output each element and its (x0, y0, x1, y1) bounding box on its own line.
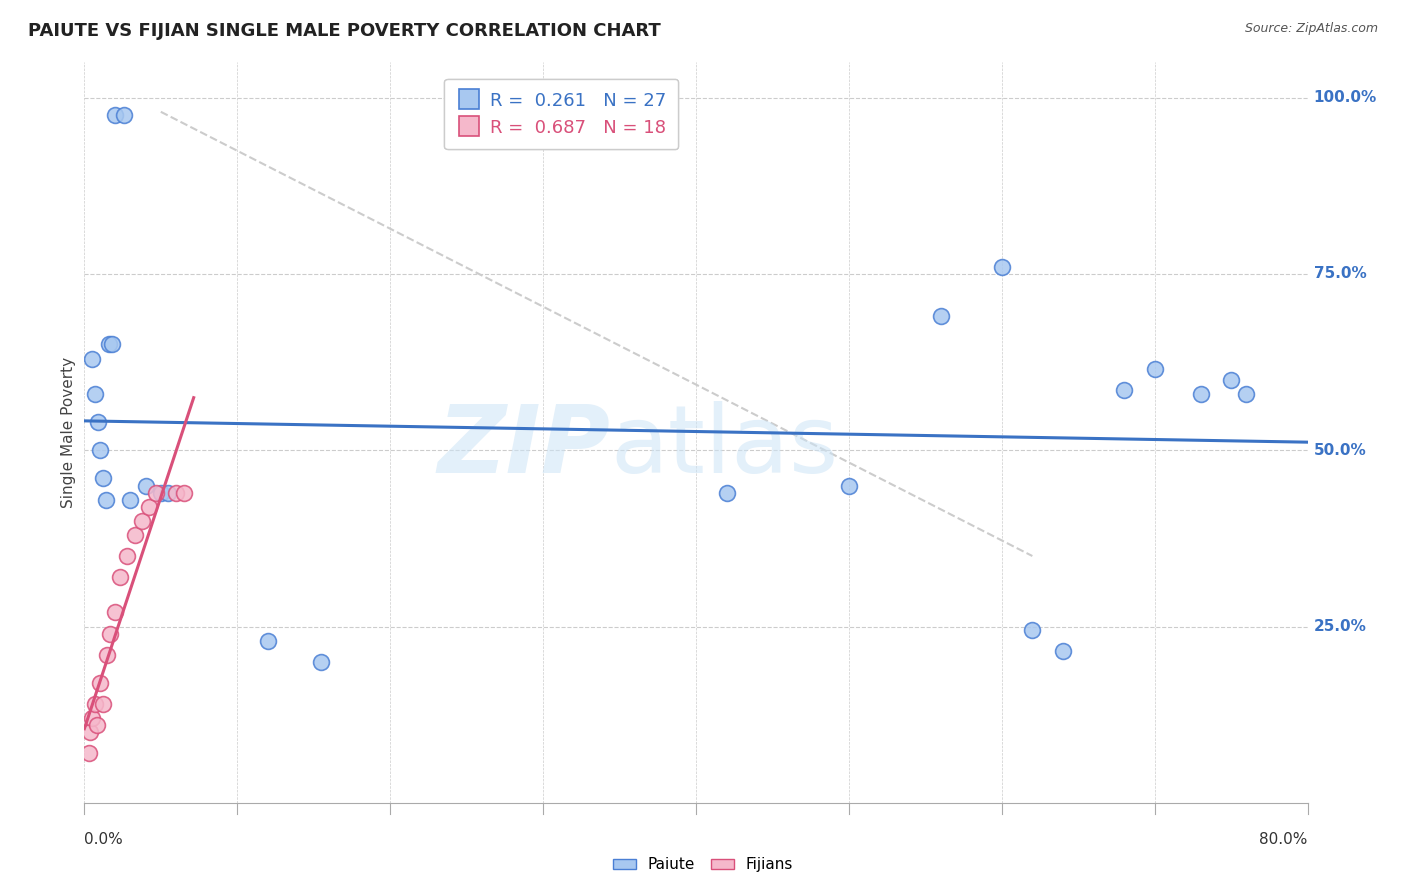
Point (79, 725, 101, 739)
Point (311, 655, 333, 669)
Point (1234, 387, 1257, 401)
Point (115, 549, 138, 563)
Text: 100.0%: 100.0% (1313, 90, 1376, 105)
Point (257, 633, 280, 648)
Text: Source: ZipAtlas.com: Source: ZipAtlas.com (1244, 22, 1378, 36)
Text: atlas: atlas (610, 401, 838, 493)
Point (104, 108, 127, 122)
Point (165, 485, 187, 500)
Point (716, 485, 738, 500)
Point (1220, 373, 1243, 387)
Point (929, 310, 952, 324)
Point (91, 471, 114, 485)
Point (80, 351, 103, 366)
Text: 0.0%: 0.0% (84, 832, 124, 847)
Point (89, 676, 111, 690)
Point (94, 492, 117, 507)
Text: 80.0%: 80.0% (1260, 832, 1308, 847)
Point (98, 626, 121, 640)
Point (173, 485, 195, 500)
Legend: Paiute, Fijians: Paiute, Fijians (605, 849, 801, 880)
Point (77, 747, 100, 761)
Point (124, 528, 146, 542)
Text: PAIUTE VS FIJIAN SINGLE MALE POVERTY CORRELATION CHART: PAIUTE VS FIJIAN SINGLE MALE POVERTY COR… (28, 22, 661, 40)
Point (138, 500, 160, 514)
Text: ZIP: ZIP (437, 401, 610, 493)
Point (1114, 384, 1136, 398)
Point (84, 387, 107, 401)
Text: 50.0%: 50.0% (1313, 442, 1367, 458)
Point (86, 718, 108, 732)
Point (112, 108, 135, 122)
Point (1052, 644, 1074, 658)
Point (1189, 387, 1212, 401)
Point (91, 697, 114, 711)
Point (80, 711, 103, 725)
Point (157, 485, 180, 500)
Text: 75.0%: 75.0% (1313, 267, 1367, 282)
Text: 25.0%: 25.0% (1313, 619, 1367, 634)
Point (1021, 623, 1043, 637)
Point (96, 648, 118, 662)
Legend: R =  0.261   N = 27, R =  0.687   N = 18: R = 0.261 N = 27, R = 0.687 N = 18 (444, 78, 679, 149)
Point (120, 492, 142, 507)
Point (149, 485, 172, 500)
Point (991, 260, 1014, 274)
Point (1143, 362, 1166, 376)
Y-axis label: Single Male Poverty: Single Male Poverty (60, 357, 76, 508)
Point (101, 337, 124, 351)
Point (97, 337, 120, 351)
Point (131, 514, 153, 528)
Point (89, 443, 111, 458)
Point (108, 570, 131, 584)
Point (84, 697, 107, 711)
Point (104, 606, 127, 620)
Point (838, 478, 860, 492)
Point (87, 415, 110, 429)
Point (145, 485, 167, 500)
Point (135, 478, 157, 492)
